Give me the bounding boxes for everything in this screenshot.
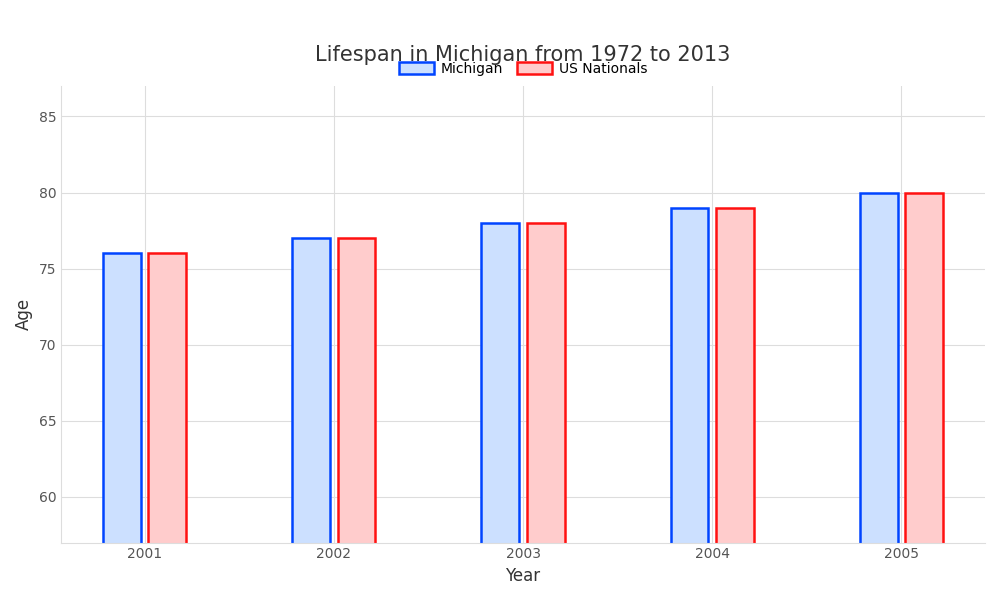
Bar	[860, 193, 898, 600]
Bar	[338, 238, 375, 600]
Bar	[527, 223, 565, 600]
Legend: Michigan, US Nationals: Michigan, US Nationals	[393, 56, 653, 82]
Y-axis label: Age: Age	[15, 298, 33, 331]
Bar	[292, 238, 330, 600]
X-axis label: Year: Year	[505, 567, 541, 585]
Title: Lifespan in Michigan from 1972 to 2013: Lifespan in Michigan from 1972 to 2013	[315, 45, 731, 65]
Bar	[716, 208, 754, 600]
Bar	[103, 253, 141, 600]
Bar	[671, 208, 708, 600]
Bar	[481, 223, 519, 600]
Bar	[148, 253, 186, 600]
Bar	[905, 193, 943, 600]
